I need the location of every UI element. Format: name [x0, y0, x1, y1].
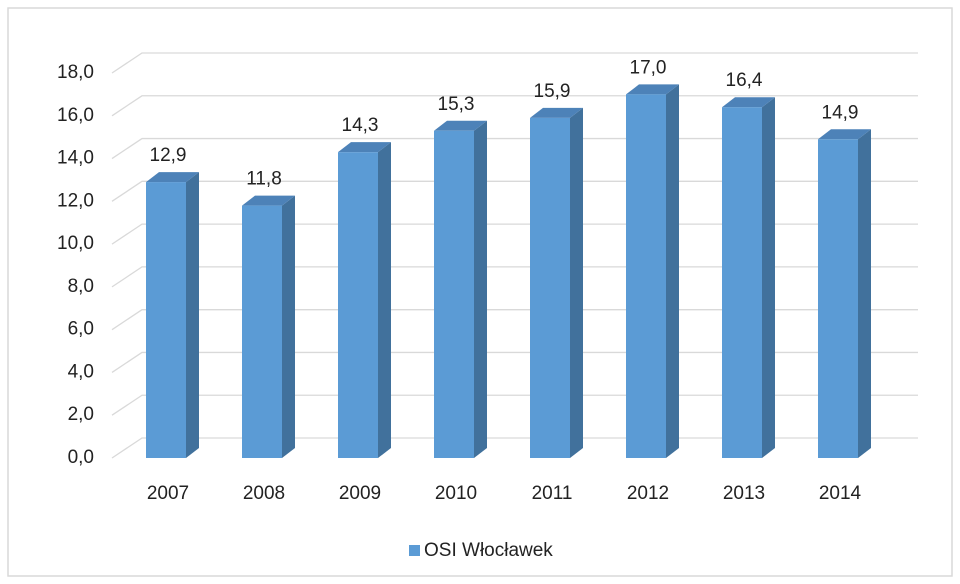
- bars: [146, 84, 871, 459]
- data-label: 14,9: [822, 102, 859, 123]
- x-tick-label: 2007: [147, 483, 189, 504]
- y-tick-label: 18,0: [57, 62, 94, 83]
- y-tick-label: 12,0: [57, 190, 94, 211]
- bar-top: [242, 195, 295, 206]
- y-tick-label: 2,0: [68, 404, 94, 425]
- bar-side: [666, 84, 679, 458]
- bar-top: [338, 142, 391, 153]
- x-tick-label: 2014: [819, 483, 862, 504]
- bar-top: [626, 84, 679, 95]
- bar-front: [530, 117, 570, 459]
- bar-front: [146, 182, 186, 459]
- bar-front: [626, 94, 666, 458]
- x-tick-label: 2013: [723, 483, 765, 504]
- bar-side: [570, 107, 583, 459]
- bar-top: [530, 107, 583, 118]
- bar-top: [434, 120, 487, 131]
- grid-line: [111, 52, 918, 74]
- bar: [626, 84, 679, 458]
- y-tick-label: 8,0: [68, 276, 94, 297]
- bar: [722, 97, 775, 458]
- bar-front: [338, 152, 378, 458]
- legend-swatch: [409, 545, 420, 556]
- x-tick-label: 2011: [532, 483, 573, 504]
- y-tick-label: 4,0: [68, 361, 94, 382]
- data-label: 11,8: [246, 169, 282, 190]
- bar: [818, 129, 871, 459]
- data-label: 12,9: [150, 145, 187, 166]
- bar-side: [378, 142, 391, 458]
- bar-top: [818, 129, 871, 140]
- bar-front: [242, 205, 282, 458]
- data-label: 17,0: [630, 57, 667, 78]
- bar: [146, 172, 199, 459]
- bar-side: [186, 172, 199, 459]
- bar-top: [146, 172, 199, 183]
- data-label: 15,3: [438, 94, 475, 115]
- bar-side: [858, 129, 871, 459]
- y-tick-label: 6,0: [68, 319, 94, 340]
- bar-front: [818, 139, 858, 459]
- data-label: 15,9: [534, 81, 571, 102]
- y-tick-label: 0,0: [68, 447, 94, 468]
- bar-top: [722, 97, 775, 108]
- bar: [530, 107, 583, 459]
- y-tick-label: 16,0: [57, 105, 94, 126]
- bar-side: [282, 195, 295, 458]
- bar: [338, 142, 391, 458]
- bar: [434, 120, 487, 458]
- bar-front: [434, 130, 474, 458]
- x-tick-label: 2010: [435, 483, 477, 504]
- bar: [242, 195, 295, 458]
- data-label: 16,4: [726, 70, 763, 91]
- bar-side: [474, 120, 487, 458]
- x-tick-label: 2012: [627, 483, 669, 504]
- y-tick-label: 14,0: [57, 148, 94, 169]
- bar-side: [762, 97, 775, 458]
- bar-front: [722, 107, 762, 458]
- legend-label: OSI Włocławek: [424, 540, 553, 561]
- y-tick-label: 10,0: [57, 233, 94, 254]
- data-label: 14,3: [342, 115, 379, 136]
- x-tick-label: 2008: [243, 483, 285, 504]
- x-tick-label: 2009: [339, 483, 381, 504]
